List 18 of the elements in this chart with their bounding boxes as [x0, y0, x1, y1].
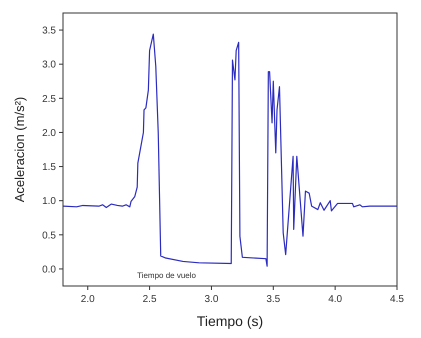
annotation: Tiempo de vuelo — [137, 271, 197, 280]
x-tick-label: 4.5 — [390, 294, 404, 305]
y-tick-label: 1.5 — [42, 162, 56, 174]
y-axis-title: Aceleracion (m/s²) — [12, 96, 27, 202]
x-axis-title: Tiempo (s) — [196, 313, 264, 329]
x-tick-label: 2.0 — [80, 294, 96, 305]
y-tick-label: 0.0 — [42, 264, 56, 276]
y-tick-label: 2.5 — [42, 94, 56, 105]
x-tick-label: 3.0 — [204, 294, 219, 305]
y-tick-label: 2.0 — [42, 128, 56, 139]
y-tick-label: 1.0 — [42, 196, 56, 208]
y-tick-label: 0.5 — [42, 230, 56, 242]
x-tick-label: 2.5 — [142, 294, 157, 305]
line-series — [63, 34, 397, 267]
x-tick-label: 4.0 — [328, 294, 343, 305]
y-tick-label: 3.0 — [42, 60, 56, 71]
x-tick-label: 3.5 — [266, 294, 281, 305]
y-tick-label: 3.5 — [42, 26, 56, 37]
